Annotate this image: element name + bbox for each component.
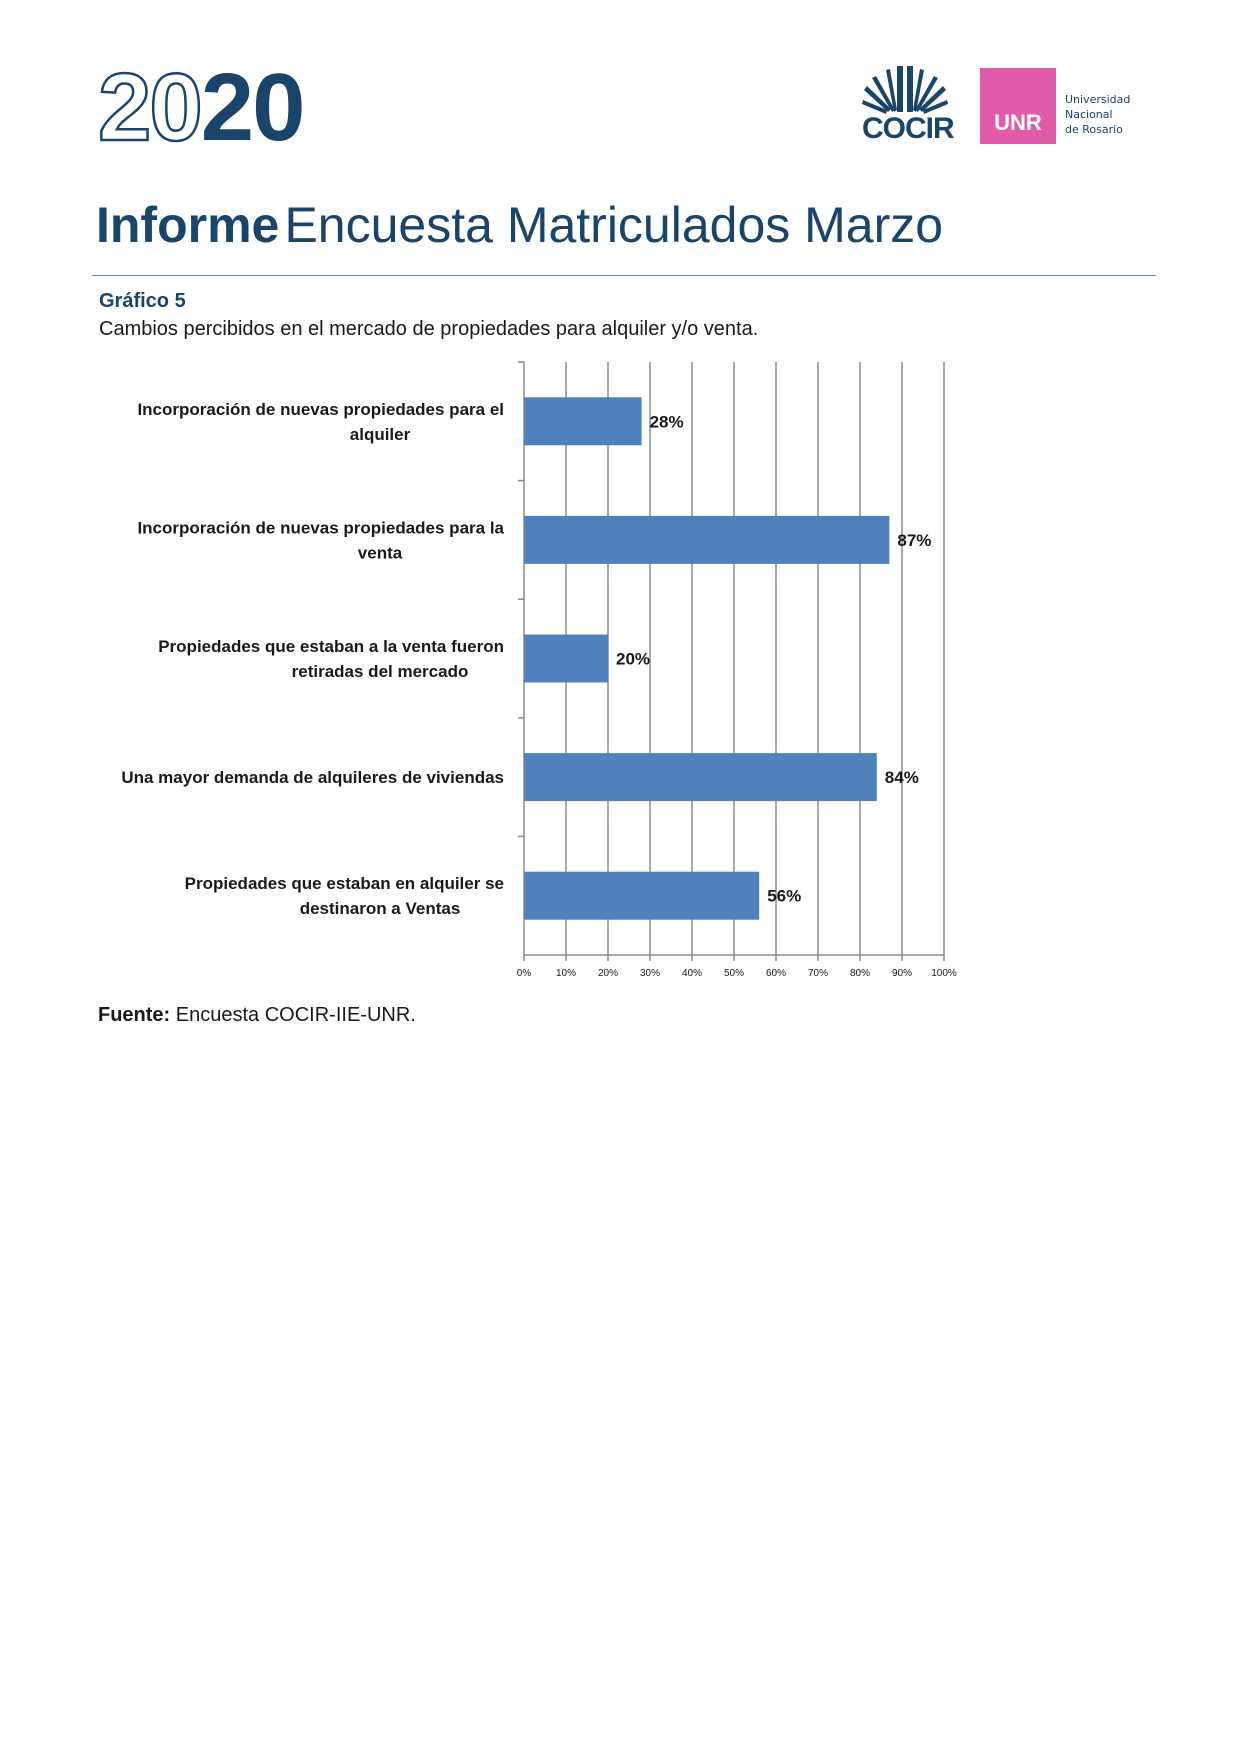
cocir-emblem-icon — [862, 66, 948, 114]
unr-name-line: de Rosario — [1065, 123, 1123, 136]
unr-logo-text: UNR — [994, 110, 1042, 135]
year-heading: 2020 — [97, 58, 306, 157]
unr-name-line: Universidad — [1065, 93, 1131, 106]
bar — [524, 871, 760, 920]
report-title-bold: Informe — [96, 197, 280, 253]
category-label: Incorporación de nuevas propiedades para… — [137, 400, 504, 444]
unr-name-line: Nacional — [1065, 108, 1113, 121]
unr-full-name: Universidad Nacional de Rosario — [1065, 92, 1130, 137]
bar — [524, 634, 608, 683]
bar — [524, 753, 877, 802]
x-tick-label: 90% — [892, 968, 912, 979]
x-tick-label: 10% — [556, 968, 576, 979]
x-tick-label: 100% — [931, 968, 957, 979]
category-label: Una mayor demanda de alquileres de vivie… — [121, 768, 504, 787]
bar — [524, 515, 890, 564]
x-tick-label: 60% — [766, 968, 786, 979]
x-tick-label: 40% — [682, 968, 702, 979]
x-tick-label: 80% — [850, 968, 870, 979]
cocir-logo-text: COCIR — [862, 112, 955, 145]
bar-chart: 0% 10% 20% 30% 40% 50% 60% 70% 80% 90% 100% 28% Inco… — [121, 361, 957, 979]
x-tick-label: 30% — [640, 968, 660, 979]
report-title-light: Encuesta Matriculados Marzo — [284, 197, 944, 253]
x-tick-label: 20% — [598, 968, 618, 979]
value-label: 20% — [616, 650, 650, 669]
source-label: Fuente: — [98, 1004, 171, 1026]
x-tick-label: 0% — [517, 968, 532, 979]
figure-label: Gráfico 5 — [99, 290, 186, 312]
cocir-logo: COCIR — [862, 64, 955, 148]
unr-logo: UNR — [980, 68, 1056, 144]
category-label: Incorporación de nuevas propiedades para… — [137, 518, 504, 562]
year-solid-part: 20 — [200, 54, 306, 161]
source-note: Fuente: Encuesta COCIR-IIE-UNR. — [98, 1004, 416, 1027]
source-text: Encuesta COCIR-IIE-UNR. — [170, 1004, 416, 1026]
value-label: 87% — [897, 531, 931, 550]
category-label: Propiedades que estaban en alquiler se de… — [185, 874, 504, 918]
report-title: Informe Encuesta Matriculados Marzo — [96, 200, 943, 250]
value-label: 28% — [650, 412, 684, 431]
figure-caption: Cambios percibidos en el mercado de prop… — [99, 318, 759, 340]
header-divider — [92, 275, 1156, 276]
bar — [524, 397, 642, 446]
value-label: 56% — [767, 887, 801, 906]
category-label: Propiedades que estaban a la venta fuero… — [158, 637, 504, 681]
x-tick-label: 70% — [808, 968, 828, 979]
value-label: 84% — [885, 768, 919, 787]
year-outline-part: 20 — [97, 54, 204, 161]
x-tick-label: 50% — [724, 968, 744, 979]
